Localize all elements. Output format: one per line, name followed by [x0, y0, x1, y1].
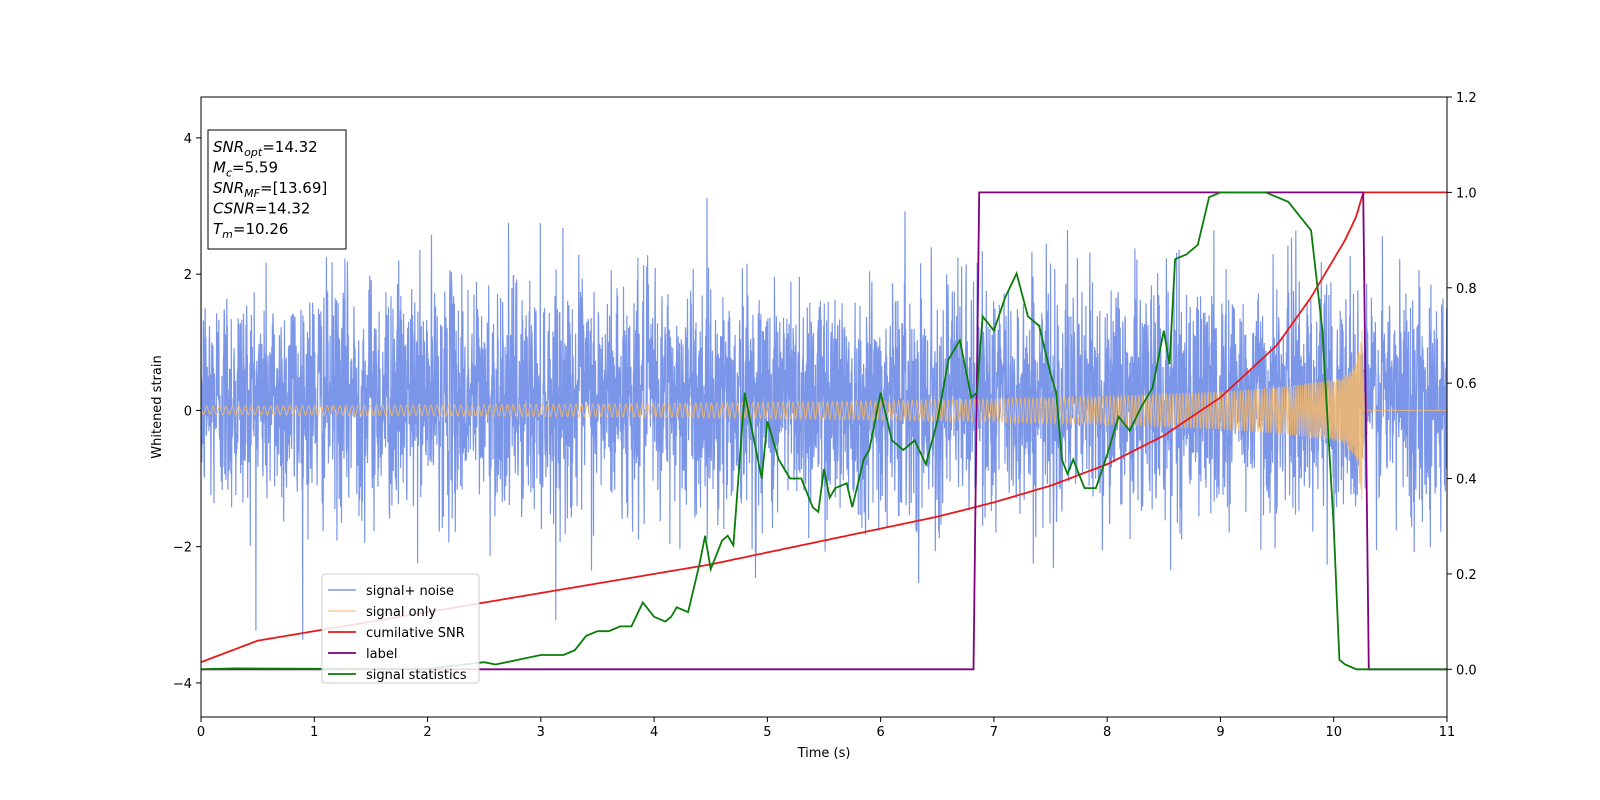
- annotation-text: SNRopt=14.32: [213, 138, 318, 159]
- legend: signal+ noise signal only cumilative SNR la…: [321, 573, 480, 684]
- x-tick-label: 10: [1325, 725, 1342, 740]
- y-right-tick-label: 0.6: [1456, 377, 1477, 392]
- x-tick-label: 0: [197, 725, 205, 740]
- series-signal-statistics: [201, 191, 1447, 671]
- y-left-tick-label: 2: [184, 268, 192, 283]
- y-right-tick-label: 0.0: [1456, 663, 1477, 678]
- x-tick-label: 6: [876, 725, 884, 740]
- y-right-tick-label: 0.4: [1456, 473, 1477, 488]
- y-left-tick-label: −2: [173, 541, 192, 556]
- x-tick-label: 1: [310, 725, 318, 740]
- annotation-box: SNRopt=14.32Mc=5.59SNRMF=[13.69]CSNR=14.…: [207, 129, 347, 250]
- x-tick-label: 2: [423, 725, 431, 740]
- legend-label: signal only: [366, 605, 436, 620]
- x-tick-label: 9: [1216, 725, 1224, 740]
- legend-label: signal statistics: [366, 668, 467, 683]
- x-axis-title: Time (s): [797, 746, 851, 761]
- y-right-tick-label: 1.2: [1456, 91, 1477, 106]
- y-right-tick-label: 0.2: [1456, 568, 1477, 583]
- x-tick-label: 11: [1439, 725, 1456, 740]
- x-axis: 0 1 2 3 4 5 6 7 8 9 10 11: [197, 717, 1455, 740]
- y-left-tick-label: −4: [173, 677, 192, 692]
- annotation-text: Tm=10.26: [213, 220, 288, 241]
- x-tick-label: 5: [763, 725, 771, 740]
- y-right-tick-label: 0.8: [1456, 282, 1477, 297]
- annotation-box-frame: [207, 129, 347, 250]
- x-tick-label: 4: [650, 725, 658, 740]
- x-tick-label: 7: [990, 725, 998, 740]
- y-left-tick-label: 0: [184, 404, 192, 419]
- annotation-text: CSNR=14.32: [213, 200, 310, 218]
- annotation-text: SNRMF=[13.69]: [213, 179, 327, 200]
- series-signal-only: [201, 329, 1447, 501]
- x-tick-label: 3: [537, 725, 545, 740]
- y-left-tick-label: 4: [184, 132, 192, 147]
- y-axis-right: 0.0 0.2 0.4 0.6 0.8 1.0 1.2: [1447, 91, 1477, 678]
- y-axis-left: −4 −2 0 2 4: [173, 132, 201, 692]
- annotation-text: Mc=5.59: [213, 159, 278, 180]
- legend-frame: [321, 573, 480, 684]
- x-tick-label: 8: [1103, 725, 1111, 740]
- legend-label: cumilative SNR: [366, 626, 465, 641]
- y-right-tick-label: 1.0: [1456, 186, 1477, 201]
- y-axis-title: Whitened strain: [150, 355, 165, 458]
- legend-label: signal+ noise: [366, 584, 454, 599]
- legend-label: label: [366, 647, 397, 662]
- series-signal-noise: [201, 198, 1447, 640]
- plot-frame: [200, 96, 1448, 718]
